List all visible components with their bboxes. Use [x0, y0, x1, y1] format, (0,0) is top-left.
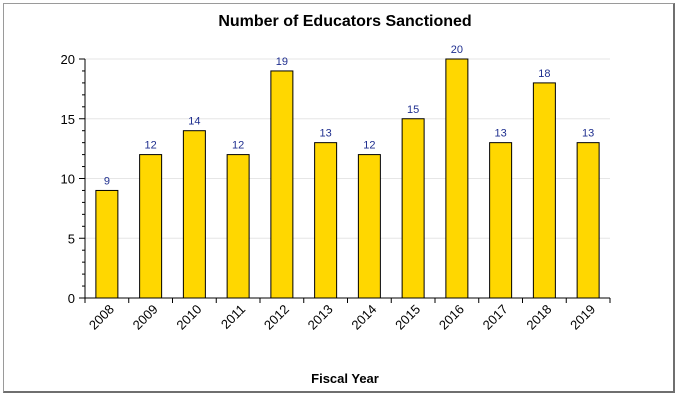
- data-label-2016: 20: [451, 44, 463, 56]
- data-label-2019: 13: [582, 128, 594, 140]
- data-label-2009: 12: [145, 140, 157, 152]
- data-label-2015: 15: [407, 104, 419, 116]
- data-label-2011: 12: [232, 140, 244, 152]
- bar-2011: [226, 154, 250, 299]
- x-tick-label-2010: 2010: [173, 302, 204, 333]
- bar-2015: [401, 118, 425, 299]
- y-tick-label-15: 15: [61, 112, 75, 127]
- bar-2010: [182, 130, 206, 299]
- x-tick-label-2018: 2018: [523, 302, 554, 333]
- data-label-2010: 14: [188, 116, 200, 128]
- bar-2014: [357, 154, 381, 299]
- bar-2008: [95, 189, 119, 299]
- data-labels: 9 12 14 12 19 13 12 15 20 13 18 13: [104, 44, 594, 187]
- x-tick-label-2012: 2012: [261, 302, 292, 333]
- data-label-2008: 9: [104, 175, 110, 187]
- bar-2012: [270, 70, 294, 299]
- x-tick-label-2016: 2016: [436, 302, 467, 333]
- bar-2009: [139, 154, 163, 299]
- bars: [95, 58, 600, 299]
- x-tick-label-2009: 2009: [130, 302, 161, 333]
- data-label-2012: 19: [276, 56, 288, 68]
- data-label-2018: 18: [538, 68, 550, 80]
- bar-2017: [489, 142, 513, 299]
- data-label-2014: 12: [363, 140, 375, 152]
- bar-2019: [576, 142, 600, 299]
- data-label-2017: 13: [495, 128, 507, 140]
- x-tick-label-2015: 2015: [392, 302, 423, 333]
- y-tick-label-20: 20: [61, 52, 75, 67]
- chart-title: Number of Educators Sanctioned: [218, 13, 471, 30]
- x-tick-label-2011: 2011: [218, 302, 248, 332]
- x-tick-label-2013: 2013: [305, 302, 336, 333]
- bar-2013: [314, 142, 338, 299]
- x-tick-label-2014: 2014: [348, 302, 379, 333]
- grid-lines: [85, 58, 610, 239]
- data-label-2013: 13: [320, 128, 332, 140]
- bar-2016: [445, 58, 469, 299]
- x-tick-label-2019: 2019: [567, 302, 598, 333]
- y-tick-label-5: 5: [68, 231, 75, 246]
- x-tick-label-2008: 2008: [86, 302, 117, 333]
- x-tick-label-2017: 2017: [480, 302, 511, 333]
- bar-2018: [532, 82, 556, 299]
- y-tick-label-10: 10: [61, 172, 75, 187]
- x-axis-title: Fiscal Year: [311, 371, 379, 386]
- y-tick-label-0: 0: [68, 291, 75, 306]
